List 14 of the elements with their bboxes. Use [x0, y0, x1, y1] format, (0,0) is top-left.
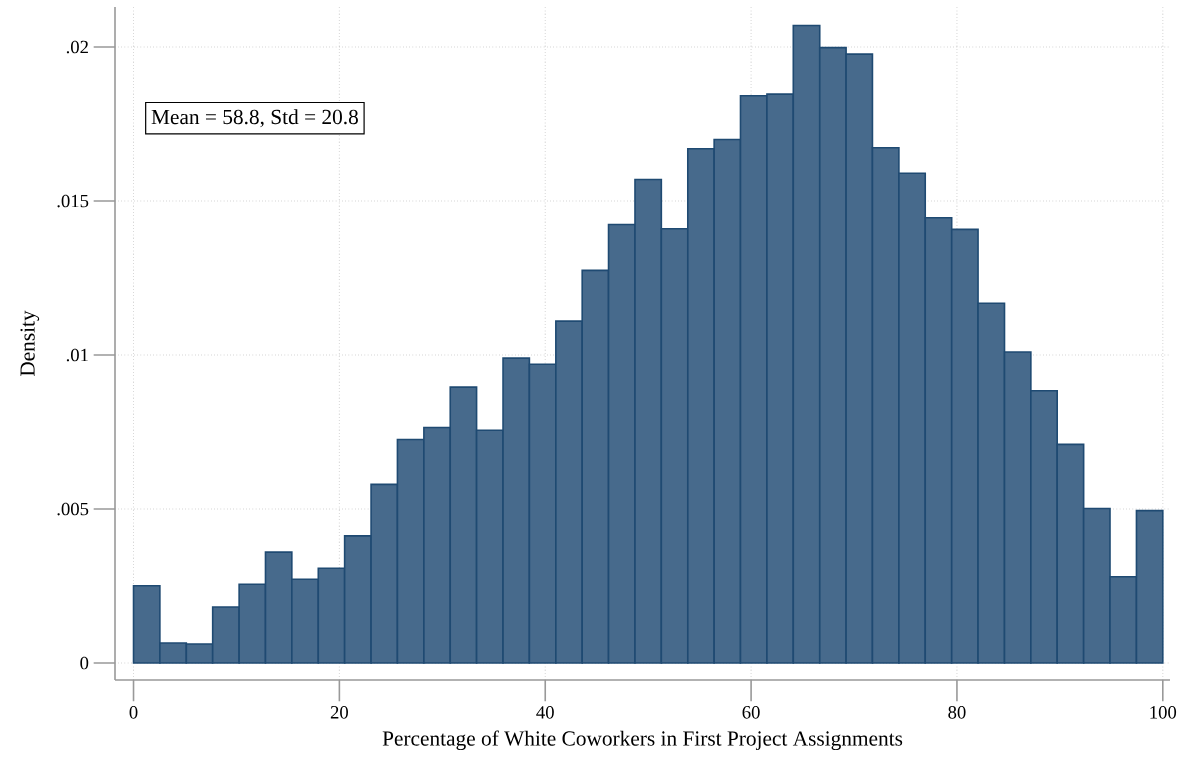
y-tick-label: .005 — [57, 502, 89, 516]
x-tick-label: 40 — [536, 706, 554, 719]
x-tick-label: 100 — [1150, 706, 1177, 719]
x-tick-label: 0 — [129, 706, 138, 719]
y-tick-label: .02 — [66, 40, 88, 54]
x-axis-title: Percentage of White Coworkers in First Project Assignments — [382, 730, 903, 751]
annotation: Mean = 58.8, Std = 20.8 — [151, 109, 358, 128]
y-tick-label: 0 — [80, 656, 89, 670]
y-axis-title: Density — [20, 310, 40, 377]
x-tick-label: 80 — [948, 706, 966, 719]
x-tick-label: 60 — [742, 706, 760, 719]
y-tick-label: .01 — [66, 348, 88, 362]
x-tick-label: 20 — [330, 706, 348, 719]
y-tick-label: .015 — [57, 194, 89, 208]
